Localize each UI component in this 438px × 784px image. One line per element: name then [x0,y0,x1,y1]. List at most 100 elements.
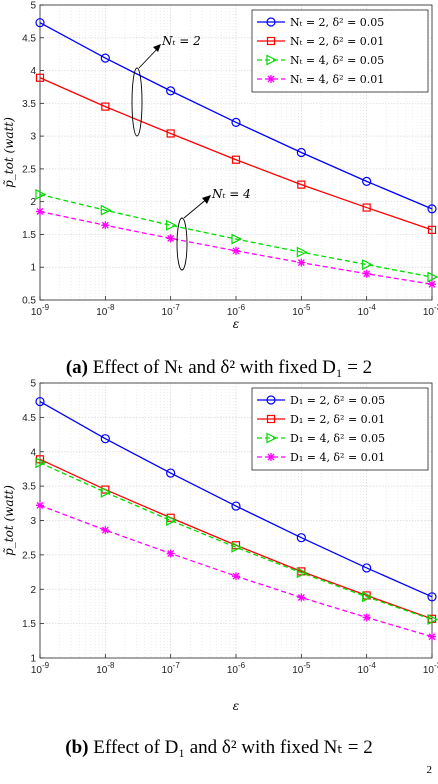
data-point [36,207,44,216]
legend-label: Nₜ = 4, δ² = 0.05 [290,54,384,67]
legend-marker [266,414,276,424]
series-line [39,462,433,621]
y-tick-label: 4 [30,66,36,77]
x-tick-label: 10-6 [227,661,246,676]
x-axis-label: ε [233,317,239,331]
data-point [36,501,44,510]
y-tick-label: 4 [30,447,36,458]
y-axis-label: p̃_tot (watt) [2,117,16,188]
data-point [231,541,243,553]
y-tick-label: 3.5 [22,482,36,493]
y-tick-label: 1 [30,263,36,274]
legend-marker [266,54,278,66]
x-tick-label: 10-5 [292,661,311,676]
annotations: Nₜ = 2 Nₜ = 4 [131,34,251,271]
x-tick-label: 10-3 [423,303,438,318]
data-point [35,73,45,82]
series-line [39,22,433,210]
x-tick-label: 10-4 [358,303,377,318]
data-point [362,176,372,186]
chart-panel-a: 0.5 1 1.5 2 2.5 3 3.5 4 4.5 5 10-9 10-8 10-7 10-6 10-5… [2,1,438,331]
y-tick-label: 3 [30,516,36,527]
legend-box [251,387,429,471]
y-tick-label: 2.5 [22,550,36,561]
data-point [166,129,175,138]
x-tick-label: 10-8 [96,661,115,676]
data-point [100,204,112,216]
data-point [296,567,308,579]
legend-marker [266,17,276,27]
legend-marker [267,453,275,461]
series-1 [35,396,437,602]
legend-label: Nₜ = 2, δ² = 0.05 [290,16,384,29]
x-tick-label: 10-6 [227,303,246,318]
x-tick-label: 10-9 [31,661,50,676]
data-point [362,613,371,622]
data-point [231,501,241,511]
legend-label: D₁ = 2, δ² = 0.05 [290,394,385,407]
y-tick-label: 5 [30,1,36,12]
y-axis-label: p̃_tot (watt) [2,485,16,556]
x-tick-label: 10-7 [162,661,181,676]
series-line [39,77,433,231]
legend: Nₜ = 2, δ² = 0.05 Nₜ = 2, δ² = 0.01 Nₜ = 4… [251,9,429,93]
y-tick-label: 1.5 [22,230,36,241]
annotation-arrow [183,197,209,219]
caption-b-text: Effect of D₁ and δ² with fixed Nₜ = 2 [93,737,373,758]
x-axis-label: ε [233,699,239,713]
data-point [362,591,374,603]
series-3 [35,188,438,283]
annotation-label: Nₜ = 2 [161,34,201,48]
series-4 [36,501,436,641]
data-point [297,180,306,189]
legend-marker [267,75,275,83]
series-4 [36,207,436,289]
series-line [39,400,433,598]
legend-label: D₁ = 2, δ² = 0.01 [290,413,385,426]
legend-marker [266,432,278,444]
arrowhead-icon [153,44,161,52]
data-point [427,592,437,602]
x-tick-label: 10-5 [292,303,311,318]
annotation-ellipse [131,67,143,137]
y-tick-label: 5 [30,379,36,390]
series-1 [35,18,437,214]
data-point [362,259,374,271]
data-point [101,102,110,111]
data-point [166,86,176,96]
data-point [297,593,306,602]
x-tick-label: 10-9 [31,303,50,318]
y-tick-label: 1 [30,654,36,665]
series-2 [35,73,437,234]
data-point [166,234,175,243]
data-point [232,246,240,255]
caption-a-text: Effect of Nₜ and δ² with fixed D₁ = 2 [92,357,373,378]
data-point [232,572,240,581]
series-3 [35,457,438,625]
annotation-label: Nₜ = 4 [211,187,251,201]
legend-marker [266,36,276,46]
data-point [35,457,47,469]
data-point [362,563,372,573]
legend-label: Nₜ = 4, δ² = 0.01 [290,73,384,86]
data-point [427,204,437,214]
data-point [166,515,178,526]
data-point [166,468,176,478]
data-point [101,221,110,230]
data-point [296,533,306,543]
y-tick-label: 3 [30,132,36,143]
legend-box [251,9,429,93]
legend-label: Nₜ = 2, δ² = 0.01 [290,35,384,48]
y-tick-label: 4.5 [22,413,36,424]
legend: D₁ = 2, δ² = 0.05 D₁ = 2, δ² = 0.01 D₁ = 4… [251,387,429,471]
y-tick-label: 2 [30,197,36,208]
series-line [39,193,433,278]
data-point [427,614,438,625]
y-tick-label: 1.5 [22,619,36,630]
data-point [297,258,306,267]
data-point [296,246,308,258]
data-point [100,434,110,444]
footer-fragment: 2 [426,764,433,776]
data-point [428,280,436,289]
